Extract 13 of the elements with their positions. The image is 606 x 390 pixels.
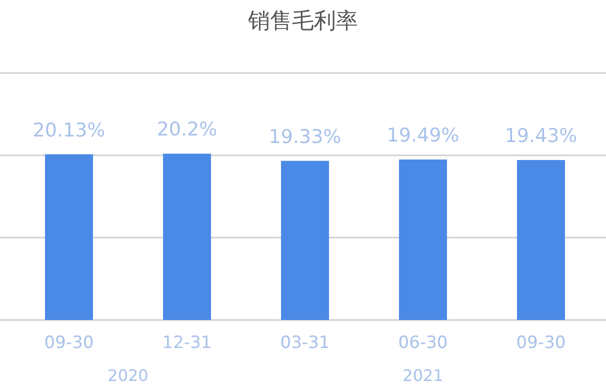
text: 2020 — [108, 366, 148, 385]
data-label: 19.33% — [268, 126, 342, 148]
data-label: 19.43% — [504, 125, 578, 148]
x-tick-label: 09-30 — [516, 333, 566, 353]
chart-title: 销售毛利率 — [247, 9, 358, 34]
x-tick-label: 09-30 — [44, 333, 94, 353]
data-label: 20.2% — [156, 118, 218, 141]
data-label: 20.13% — [32, 119, 106, 142]
data-label: 19.49% — [386, 124, 460, 147]
x-tick-label: 03-31 — [280, 333, 330, 353]
x-tick-label: 06-30 — [398, 333, 448, 353]
text: 2021 — [402, 366, 444, 385]
x-tick-label: 12-31 — [162, 333, 212, 353]
